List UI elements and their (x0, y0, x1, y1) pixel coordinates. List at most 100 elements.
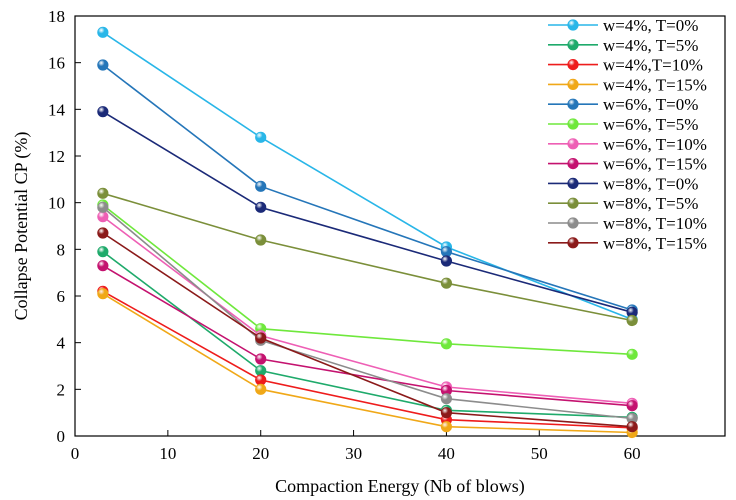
legend-marker (567, 138, 579, 150)
legend-label: w=8%, T=0% (603, 174, 698, 193)
data-point (440, 338, 453, 350)
legend-item: w=6%, T=15% (548, 155, 707, 174)
legend-label: w=6%, T=5% (603, 115, 698, 134)
legend-item: w=4%, T=5% (548, 36, 698, 55)
series-10 (97, 187, 638, 327)
x-tick-label: 0 (71, 444, 80, 463)
legend-marker (567, 158, 579, 170)
series-1 (97, 26, 638, 325)
series-12 (97, 227, 638, 433)
legend-marker (567, 39, 579, 51)
legend-label: w=4%,T=10% (603, 56, 703, 75)
legend-item: w=6%, T=0% (548, 95, 698, 114)
data-point (97, 227, 109, 239)
legend-item: w=4%, T=15% (548, 75, 707, 94)
legend-label: w=4%, T=5% (603, 36, 698, 55)
series-line (102, 251, 633, 419)
y-tick-label: 8 (57, 240, 66, 259)
series-line (102, 232, 633, 428)
y-tick-label: 6 (57, 287, 66, 306)
data-point (440, 407, 453, 419)
y-tick-label: 0 (57, 427, 66, 446)
data-point (255, 180, 267, 192)
legend-label: w=8%, T=5% (603, 194, 698, 213)
x-tick-label: 20 (252, 444, 269, 463)
y-tick-label: 14 (48, 100, 66, 119)
y-tick-label: 2 (57, 380, 66, 399)
legend-label: w=8%, T=15% (603, 234, 707, 253)
x-tick-label: 50 (531, 444, 548, 463)
series-line (102, 192, 633, 322)
series-5 (97, 59, 638, 316)
y-tick-label: 12 (48, 147, 65, 166)
series-line (102, 204, 633, 356)
legend-item: w=6%, T=5% (548, 115, 698, 134)
legend-marker (567, 197, 579, 209)
legend-marker (567, 118, 579, 130)
legend-item: w=8%, T=0% (548, 174, 698, 193)
data-point (255, 234, 267, 246)
data-point (255, 131, 267, 143)
x-tick-label: 40 (438, 444, 455, 463)
data-point (255, 332, 267, 344)
series-9 (97, 106, 638, 318)
data-point (97, 187, 109, 199)
y-tick-label: 10 (48, 194, 65, 213)
plot-frame (74, 15, 726, 437)
y-tick-label: 16 (48, 54, 65, 73)
data-point (440, 421, 453, 433)
data-point (255, 365, 267, 377)
data-point (440, 255, 453, 267)
legend-label: w=6%, T=0% (603, 95, 698, 114)
series-group (97, 26, 638, 439)
data-point (255, 374, 267, 386)
legend-label: w=6%, T=10% (603, 135, 707, 154)
data-point (626, 400, 638, 412)
data-point (255, 201, 267, 213)
data-point (97, 59, 109, 71)
series-line (102, 31, 633, 321)
series-4 (97, 288, 638, 439)
data-point (97, 260, 109, 272)
y-axis-title: Collapse Potential CP (%) (11, 132, 32, 321)
data-point (97, 201, 109, 213)
data-point (626, 314, 638, 327)
series-11 (97, 201, 638, 425)
series-line (102, 216, 633, 405)
x-tick-label: 60 (624, 444, 641, 463)
data-point (440, 393, 453, 405)
data-point (97, 211, 109, 223)
y-tick-label: 18 (48, 7, 65, 26)
legend-marker (567, 19, 579, 31)
x-axis-title: Compaction Energy (Nb of blows) (275, 476, 525, 497)
series-line (102, 206, 633, 420)
data-point (255, 353, 267, 365)
data-point (626, 421, 638, 433)
legend-label: w=8%, T=10% (603, 214, 707, 233)
series-line (102, 64, 633, 311)
series-line (102, 110, 633, 314)
legend-label: w=4%, T=15% (603, 75, 707, 94)
legend-item: w=4%,T=10% (548, 56, 703, 75)
data-point (440, 246, 453, 258)
y-tick-label: 4 (57, 334, 66, 353)
data-point (97, 106, 109, 118)
x-tick-label: 10 (159, 444, 176, 463)
legend-marker (567, 237, 579, 249)
data-point (97, 288, 109, 300)
data-point (440, 277, 453, 289)
legend-item: w=8%, T=5% (548, 194, 698, 213)
legend-item: w=8%, T=15% (548, 234, 707, 253)
legend-label: w=6%, T=15% (603, 155, 707, 174)
legend-item: w=6%, T=10% (548, 135, 707, 154)
legend: w=4%, T=0%w=4%, T=5%w=4%,T=10%w=4%, T=15… (548, 16, 707, 253)
series-line (102, 290, 633, 429)
legend-marker (567, 177, 579, 189)
data-point (97, 26, 109, 38)
legend-marker (567, 98, 579, 110)
legend-marker (567, 217, 579, 229)
legend-label: w=4%, T=0% (603, 16, 698, 35)
axes: 0 10 20 30 40 50 60 0 2 4 6 8 10 12 14 16 18 (48, 7, 726, 463)
